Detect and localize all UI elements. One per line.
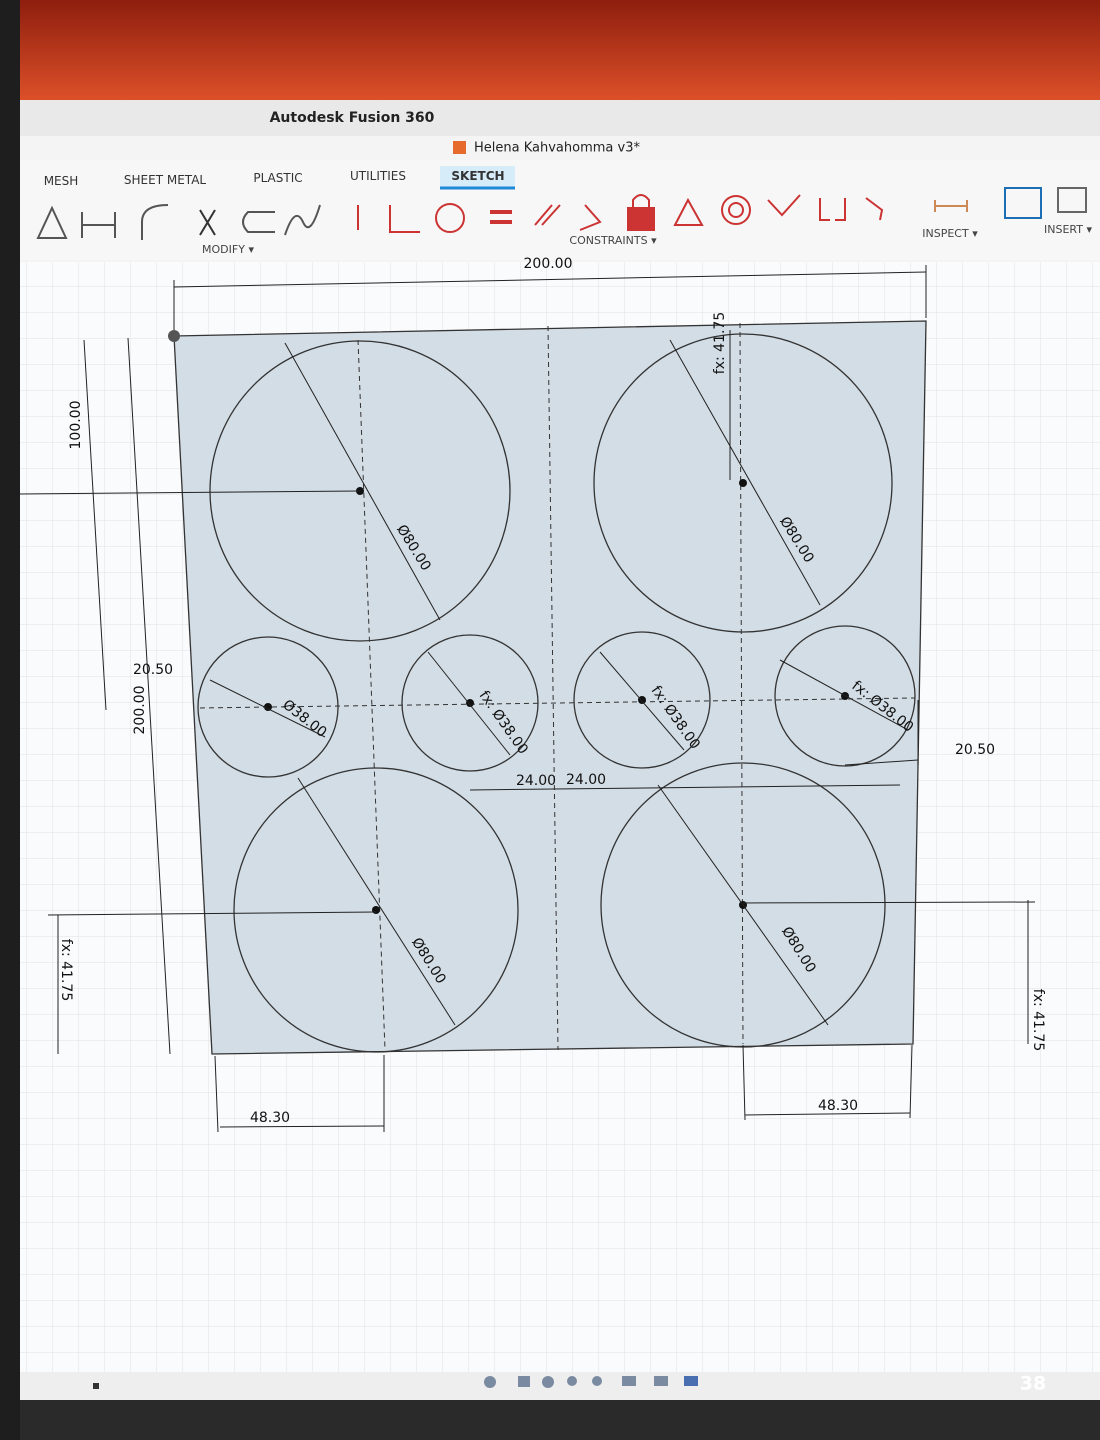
menu[interactable]: INSERT ▾ [1044, 223, 1092, 236]
window-title: Autodesk Fusion 360 [270, 110, 435, 126]
dimension: 20.50 [133, 662, 173, 678]
bezel-bottom [20, 1400, 1100, 1440]
menu[interactable]: MODIFY ▾ [202, 243, 254, 256]
dimension: 100.00 [68, 401, 84, 450]
circle [209, 340, 511, 642]
title-bar [20, 100, 1100, 136]
page-number: 38 [1020, 1373, 1046, 1395]
dimension: fx: 41.75 [1030, 989, 1046, 1051]
circle [573, 631, 711, 769]
status-icon [93, 1383, 99, 1389]
dimension: 24.00 [516, 773, 556, 789]
tab[interactable]: SKETCH [451, 169, 504, 183]
dimension: 24.00 [566, 772, 606, 788]
dimension: 200.00 [132, 686, 148, 735]
dimension: fx: 41.75 [58, 939, 74, 1001]
top-reflection [20, 0, 1100, 105]
doc-icon [453, 141, 466, 154]
dimension: 200.00 [524, 256, 573, 272]
tab[interactable]: UTILITIES [350, 169, 406, 183]
document-title[interactable]: Helena Kahvahomma v3* [474, 141, 640, 156]
dimension: 48.30 [250, 1110, 290, 1126]
nav-bar [20, 1372, 1100, 1400]
center-line [739, 322, 744, 1045]
dimension-lines [19, 265, 1036, 1133]
sketch-rectangle [173, 320, 927, 1055]
circle [593, 333, 893, 633]
circle [233, 767, 519, 1053]
center-line [547, 325, 559, 1051]
center-line [357, 339, 386, 1051]
nav-icons[interactable] [484, 1376, 698, 1388]
center-line [199, 697, 916, 709]
circle [197, 636, 339, 778]
circle [401, 634, 539, 772]
circle [774, 625, 916, 767]
dimension: 48.30 [818, 1098, 858, 1114]
tool-icons [36, 187, 1087, 240]
dimension: 20.50 [955, 742, 995, 758]
tab[interactable]: MESH [44, 174, 79, 188]
tab[interactable]: SHEET METAL [124, 173, 206, 187]
tab[interactable]: PLASTIC [253, 171, 302, 185]
dimension: fx: 41.75 [712, 312, 728, 374]
menu[interactable]: INSPECT ▾ [922, 227, 978, 240]
menu[interactable]: CONSTRAINTS ▾ [569, 234, 657, 247]
active-tab-bg [440, 166, 515, 188]
